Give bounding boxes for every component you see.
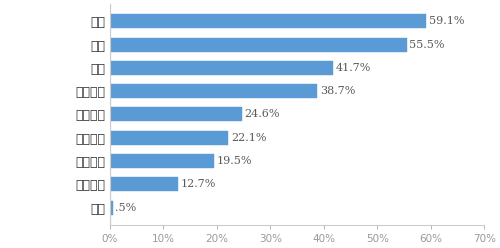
Bar xyxy=(110,61,333,75)
Text: 22.1%: 22.1% xyxy=(231,133,266,143)
Text: .5%: .5% xyxy=(116,203,136,213)
Bar xyxy=(110,14,426,28)
Text: 19.5%: 19.5% xyxy=(217,156,252,166)
Bar xyxy=(110,178,178,191)
Bar xyxy=(110,131,228,145)
Bar xyxy=(110,154,214,168)
Bar xyxy=(110,201,112,215)
Text: 38.7%: 38.7% xyxy=(320,86,355,96)
Bar xyxy=(110,37,407,52)
Text: 12.7%: 12.7% xyxy=(180,180,216,189)
Text: 55.5%: 55.5% xyxy=(410,39,445,50)
Text: 59.1%: 59.1% xyxy=(428,16,464,26)
Text: 24.6%: 24.6% xyxy=(244,109,280,120)
Bar xyxy=(110,107,242,122)
Text: 41.7%: 41.7% xyxy=(336,63,371,73)
Bar xyxy=(110,84,317,98)
